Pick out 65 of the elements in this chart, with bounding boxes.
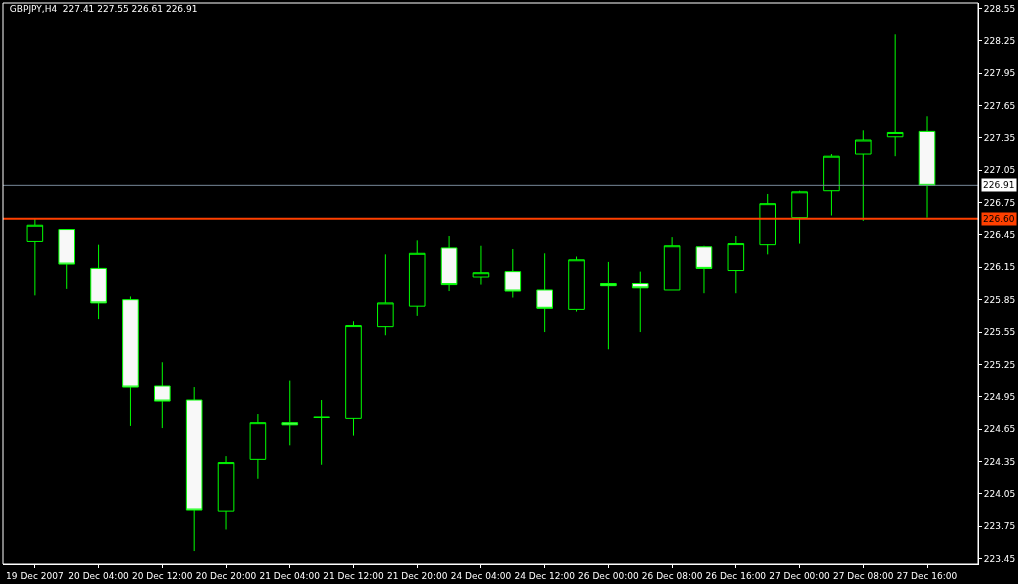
candlestick	[472, 245, 490, 286]
candlestick	[217, 455, 235, 530]
y-tick-label: 226.15	[983, 262, 1016, 273]
x-tick-label: 26 Dec 16:00	[705, 570, 767, 581]
candlestick	[185, 386, 203, 552]
y-tick-label: 228.55	[983, 3, 1016, 14]
candlestick	[918, 115, 936, 219]
y-tick-label: 225.55	[983, 327, 1016, 338]
candlestick	[536, 252, 553, 333]
candlestick	[58, 229, 76, 290]
candlestick	[854, 129, 872, 222]
candlestick	[440, 235, 458, 292]
y-tick-label: 226.45	[983, 230, 1016, 241]
x-tick-label: 24 Dec 04:00	[450, 570, 512, 581]
y-tick-label: 227.65	[983, 100, 1016, 111]
candlestick	[249, 413, 267, 480]
candlestick	[823, 153, 840, 217]
y-tick-label: 224.35	[983, 456, 1016, 467]
x-tick-label: 20 Dec 20:00	[195, 570, 257, 581]
x-tick-label: 21 Dec 04:00	[259, 570, 321, 581]
candlestick	[408, 239, 426, 317]
x-tick-label: 20 Dec 12:00	[132, 570, 193, 581]
y-tick-label: 223.45	[983, 553, 1016, 564]
candlestick	[631, 271, 649, 333]
candlestick	[663, 236, 681, 291]
y-tick-label: 223.75	[983, 521, 1016, 532]
candlestick	[90, 244, 107, 320]
y-tick-label: 228.25	[983, 35, 1016, 46]
candlestick	[122, 295, 139, 427]
candlestick	[504, 248, 522, 299]
candlestick	[154, 361, 171, 429]
x-tick-label: 27 Dec 08:00	[833, 570, 894, 581]
x-tick-label: 24 Dec 12:00	[514, 570, 576, 581]
y-tick-label: 227.95	[983, 68, 1016, 79]
candlestick	[377, 253, 394, 336]
x-tick-label: 26 Dec 08:00	[641, 570, 703, 581]
candlestick	[886, 33, 904, 157]
candlestick	[568, 256, 585, 313]
x-tick-label: 21 Dec 12:00	[323, 570, 385, 581]
candlestick	[345, 320, 362, 437]
candlestick	[281, 380, 299, 446]
candlestick	[759, 193, 777, 255]
chart-title: GBPJPY,H4 227.41 227.55 226.61 226.91	[9, 4, 198, 15]
candlestick	[600, 261, 617, 350]
ref-line-label: 226.91	[983, 180, 1015, 190]
y-tick-label: 225.25	[983, 359, 1016, 370]
y-tick-label: 226.75	[983, 197, 1016, 208]
y-tick-label: 227.35	[983, 133, 1016, 144]
candlestick	[26, 218, 44, 296]
y-tick-label: 224.95	[983, 391, 1016, 402]
y-tick-label: 224.05	[983, 489, 1016, 500]
x-tick-label: 21 Dec 20:00	[386, 570, 448, 581]
x-tick-label: 27 Dec 16:00	[896, 570, 958, 581]
candlestick	[727, 235, 745, 294]
x-tick-label: 19 Dec 2007	[6, 570, 64, 581]
y-tick-label: 227.05	[983, 165, 1016, 176]
x-tick-label: 27 Dec 00:00	[769, 570, 831, 581]
y-tick-label: 224.65	[983, 424, 1016, 435]
x-tick-label: 20 Dec 04:00	[68, 570, 130, 581]
ref-line-label: 226.60	[983, 214, 1015, 224]
x-tick-label: 26 Dec 00:00	[578, 570, 639, 581]
candlestick	[791, 190, 808, 245]
candlestick	[695, 245, 713, 294]
candlestick	[313, 399, 330, 466]
y-tick-label: 225.85	[983, 294, 1016, 305]
